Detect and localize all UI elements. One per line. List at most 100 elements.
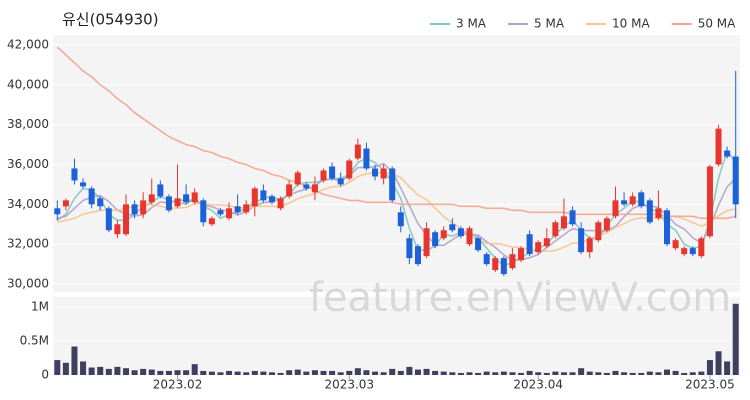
volume-bar (165, 370, 172, 375)
y-tick-label: 42,000 (7, 37, 49, 51)
candle-body (612, 200, 619, 217)
candle-body (466, 228, 473, 245)
candle-body (406, 238, 413, 259)
volume-bar (724, 361, 731, 375)
volume-bar (62, 362, 69, 375)
legend-label: 3 MA (456, 17, 487, 31)
watermark: feature.enViewV.com (309, 275, 731, 321)
candle-body (105, 208, 112, 231)
volume-bar (655, 372, 662, 375)
volume-bar (543, 372, 550, 375)
candle-body (586, 238, 593, 253)
volume-bar (397, 370, 404, 375)
candle-body (140, 200, 147, 215)
candle-body (646, 200, 653, 223)
y-tick-label: 32,000 (7, 237, 49, 251)
volume-bar (406, 366, 413, 375)
legend-label: 50 MA (698, 17, 736, 31)
volume-bar (664, 369, 671, 375)
candle-body (311, 184, 318, 193)
y-tick-label: 40,000 (7, 77, 49, 91)
volume-panel (53, 297, 740, 375)
candle-body (131, 204, 138, 215)
y-tick-label: 34,000 (7, 197, 49, 211)
candle-body (217, 210, 224, 215)
volume-bar (200, 370, 207, 375)
candle-body (449, 224, 456, 231)
candle-body (595, 222, 602, 241)
volume-bar (526, 370, 533, 375)
candle-body (414, 246, 421, 265)
candle-body (483, 254, 490, 265)
volume-bar (311, 370, 318, 375)
candle-body (363, 148, 370, 169)
candle-body (372, 168, 379, 177)
legend-label: 5 MA (534, 17, 565, 31)
volume-bar (449, 372, 456, 375)
volume-bar (586, 371, 593, 375)
candle-body (706, 166, 713, 237)
candle-body (578, 228, 585, 253)
volume-bar (457, 372, 464, 375)
volume-bar (414, 369, 421, 375)
y-tick-label: 38,000 (7, 117, 49, 131)
volume-bar (286, 370, 293, 375)
candle-body (440, 230, 447, 239)
candle-body (423, 228, 430, 257)
candle-body (286, 184, 293, 197)
y-tick-label: 0.5M (20, 334, 49, 348)
candle-body (71, 168, 78, 181)
volume-bar (277, 372, 284, 375)
volume-bar (698, 371, 705, 375)
candle-body (535, 242, 542, 253)
candle-body (698, 238, 705, 257)
volume-bar (80, 361, 87, 375)
candle-body (234, 206, 241, 213)
volume-bar (105, 368, 112, 375)
price-panel (53, 35, 740, 292)
volume-bar (518, 372, 525, 375)
candle-body (226, 208, 233, 219)
volume-bar (569, 372, 576, 375)
candle-body (191, 192, 198, 203)
volume-bar (423, 368, 430, 375)
volume-bar (174, 370, 181, 375)
candle-body (672, 240, 679, 249)
candle-body (560, 216, 567, 229)
volume-bar (148, 369, 155, 375)
candle-body (97, 198, 104, 207)
volume-bar (621, 372, 628, 375)
x-tick-label: 2023.03 (324, 378, 374, 392)
volume-bar (706, 360, 713, 375)
candle-body (475, 238, 482, 251)
volume-bar (217, 372, 224, 375)
volume-bar (268, 372, 275, 375)
x-tick-label: 2023.05 (685, 378, 735, 392)
candle-body (303, 184, 310, 189)
volume-bar (329, 370, 336, 375)
candle-body (114, 224, 121, 235)
volume-bar (71, 346, 78, 375)
candle-body (432, 232, 439, 247)
volume-bar (97, 366, 104, 375)
candle-body (397, 212, 404, 227)
volume-bar (535, 372, 542, 375)
volume-bar (466, 372, 473, 375)
volume-bar (681, 372, 688, 375)
volume-bar (629, 372, 636, 375)
volume-bar (208, 371, 215, 375)
chart-title: 유신(054930) (62, 11, 159, 29)
volume-bar (715, 351, 722, 375)
volume-bar (672, 370, 679, 375)
volume-bar (363, 370, 370, 375)
volume-bar (389, 368, 396, 375)
volume-bar (243, 372, 250, 375)
candle-body (732, 156, 739, 205)
volume-bar (131, 370, 138, 375)
candle-body (354, 144, 361, 159)
candle-body (54, 208, 61, 215)
volume-bar (88, 367, 95, 375)
candle-body (208, 218, 215, 225)
volume-bar (612, 370, 619, 375)
